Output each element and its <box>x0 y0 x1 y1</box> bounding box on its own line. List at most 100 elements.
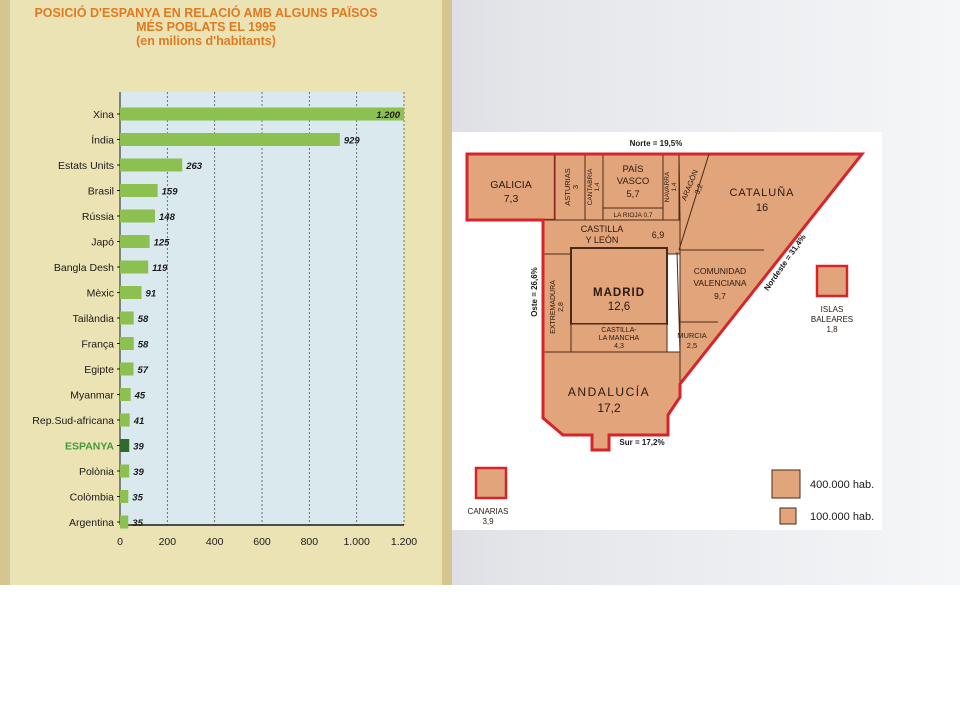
cartogram-legend: 400.000 hab. 100.000 hab. <box>810 479 874 523</box>
chart-title-line-1: POSICIÓ D'ESPANYA EN RELACIÓ AMB ALGUNS … <box>34 6 378 20</box>
bar-chart: 0 200 400 600 800 1.000 1.200 Xina 1.200 Índia 929… <box>32 92 417 548</box>
value-castilla-la-mancha: 4,3 <box>614 343 624 350</box>
category-label: Myanmar <box>70 390 114 402</box>
label-castilla-y-leon-1: CASTILLA <box>581 224 624 234</box>
data-label: 91 <box>146 289 157 300</box>
data-label: 41 <box>133 416 145 427</box>
bar <box>120 311 134 325</box>
data-label: 159 <box>162 187 179 198</box>
label-castilla-y-leon-2: Y LEÓN <box>586 235 619 245</box>
value-murcia: 2,5 <box>687 341 697 350</box>
category-label: Mèxic <box>87 288 114 300</box>
value-la-rioja: 0,7 <box>643 212 652 219</box>
chart-title: POSICIÓ D'ESPANYA EN RELACIÓ AMB ALGUNS … <box>10 6 402 48</box>
data-label: 119 <box>152 263 168 274</box>
coast-south: Sur = 17,2% <box>619 438 664 447</box>
slide-bottom-area <box>0 585 960 720</box>
category-label: Rússia <box>82 211 114 223</box>
label-islas-2: BALEARES <box>811 315 853 324</box>
category-label: Bangla Desh <box>54 262 114 274</box>
data-label: 39 <box>133 467 144 478</box>
bar <box>120 362 134 376</box>
legend-label-large: 400.000 hab. <box>810 479 874 491</box>
value-madrid: 12,6 <box>608 301 630 313</box>
category-label: Argentina <box>69 517 114 529</box>
bar <box>120 286 142 299</box>
label-murcia: MURCIA <box>677 331 707 340</box>
label-la-rioja: LA RIOJA 0,7 <box>613 212 652 219</box>
label-pais-vasco-1: PAÍS <box>623 164 644 175</box>
region-pais-vasco <box>602 153 664 209</box>
coast-north: Norte = 19,5% <box>630 139 683 148</box>
value-canarias: 3,9 <box>482 517 494 526</box>
region-canarias <box>474 466 508 500</box>
bar <box>120 158 183 172</box>
value-islas-baleares: 1,8 <box>826 325 838 334</box>
bar <box>120 439 130 452</box>
category-label: França <box>81 339 114 351</box>
category-label: Japó <box>91 237 114 249</box>
region-castilla-la-mancha <box>570 323 668 353</box>
x-tick-label: 0 <box>117 536 123 548</box>
label-navarra: NAVARRA <box>664 171 671 202</box>
label-extremadura: EXTREMADURA <box>550 280 557 334</box>
label-valencia-2: VALENCIANA <box>693 278 747 288</box>
legend-label-small: 100.000 hab. <box>810 511 874 523</box>
value-cantabria: 1,4 <box>594 182 601 191</box>
bar-chart-paper: POSICIÓ D'ESPANYA EN RELACIÓ AMB ALGUNS … <box>10 0 442 585</box>
label-la-rioja-name: LA RIOJA <box>613 212 642 219</box>
cartogram: GALICIA 7,3 ASTURIAS 3 CANTABRIA 1,4 PAÍ… <box>465 139 874 526</box>
label-pais-vasco-2: VASCO <box>617 176 650 187</box>
category-label: ESPANYA <box>65 441 114 453</box>
label-andalucia: ANDALUCÍA <box>568 384 650 399</box>
line-aragon <box>678 153 710 251</box>
bar-chart-card: POSICIÓ D'ESPANYA EN RELACIÓ AMB ALGUNS … <box>0 0 452 585</box>
label-valencia-1: COMUNIDAD <box>694 266 746 276</box>
x-tick-label: 600 <box>253 536 271 548</box>
bar <box>120 388 131 401</box>
region-labels: GALICIA 7,3 ASTURIAS 3 CANTABRIA 1,4 PAÍ… <box>468 164 854 526</box>
bar <box>120 184 158 197</box>
x-tick-label: 800 <box>301 536 319 548</box>
value-asturias: 3 <box>571 185 580 189</box>
value-valencia: 9,7 <box>714 291 726 301</box>
region-islas-baleares <box>815 264 849 298</box>
category-label: Colòmbia <box>70 492 115 504</box>
value-aragon: 3,2 <box>693 183 705 196</box>
value-galicia: 7,3 <box>504 193 519 205</box>
category-label: Egipte <box>84 364 114 376</box>
bar <box>120 209 156 223</box>
x-tick-label: 200 <box>159 536 177 548</box>
value-navarra: 1,4 <box>671 182 678 191</box>
label-asturias: ASTURIAS <box>563 168 572 206</box>
data-label: 929 <box>344 136 361 147</box>
bar <box>120 235 150 248</box>
label-madrid: MADRID <box>593 287 645 299</box>
category-label: Brasil <box>88 186 114 198</box>
data-label: 263 <box>185 161 203 172</box>
value-andalucia: 17,2 <box>597 401 621 415</box>
legend-square-large <box>771 469 801 499</box>
category-label: Estats Units <box>58 160 114 172</box>
cartogram-regions <box>465 152 866 525</box>
value-cataluna: 16 <box>756 202 768 214</box>
bar <box>120 260 149 274</box>
x-tick-label: 1.000 <box>344 536 370 548</box>
label-galicia: GALICIA <box>490 179 531 191</box>
bar <box>120 413 130 427</box>
data-label: 125 <box>154 238 171 249</box>
data-label: 58 <box>138 340 149 351</box>
coast-west: Oste = 26,6% <box>530 267 539 317</box>
cartogram-panel: GALICIA 7,3 ASTURIAS 3 CANTABRIA 1,4 PAÍ… <box>452 132 882 530</box>
label-canarias: CANARIAS <box>468 507 509 516</box>
bar <box>120 133 340 146</box>
data-label: 39 <box>133 442 144 453</box>
x-tick-label: 400 <box>206 536 224 548</box>
category-label: Tailàndia <box>73 313 115 325</box>
bar <box>120 515 129 529</box>
region-galicia <box>465 152 557 222</box>
value-castilla-y-leon: 6,9 <box>652 230 665 240</box>
bar <box>120 107 404 121</box>
category-label: Xina <box>93 109 114 121</box>
